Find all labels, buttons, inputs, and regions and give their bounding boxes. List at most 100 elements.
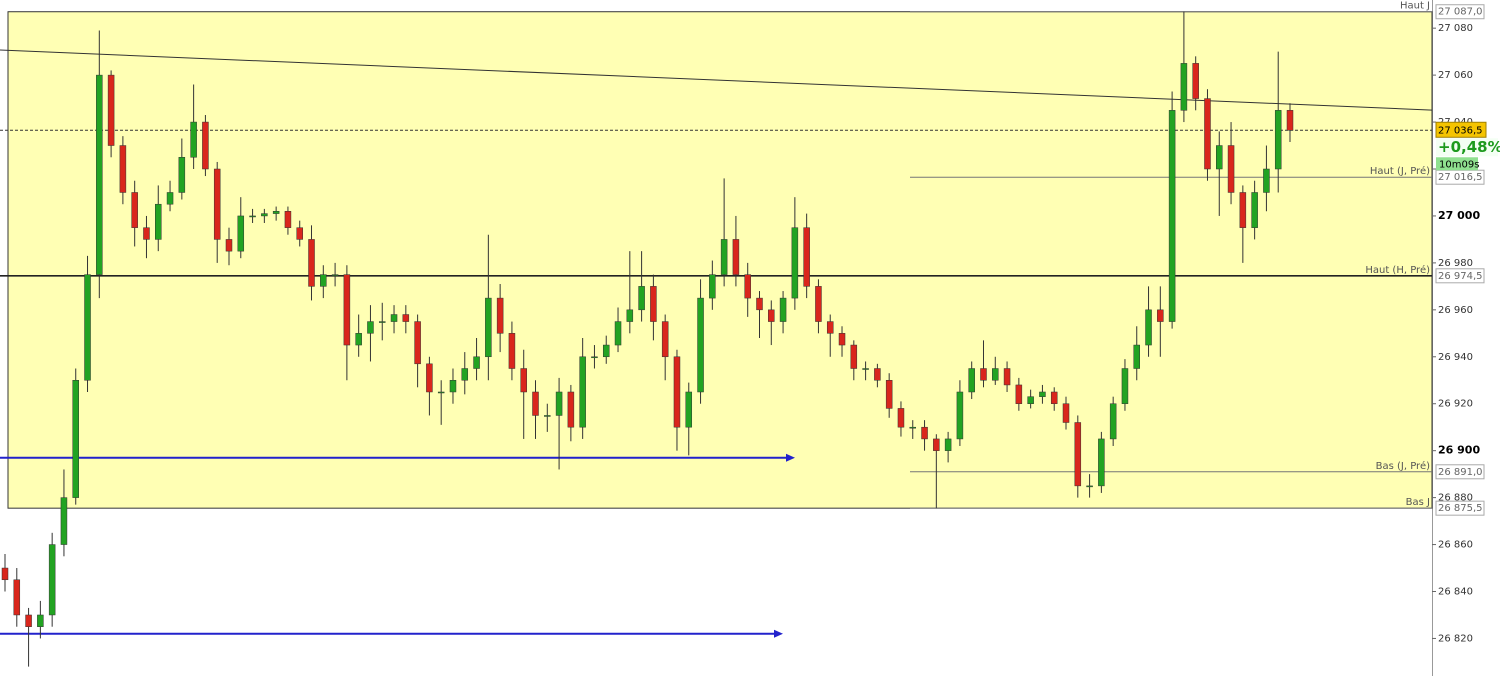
- candle-body: [437, 391, 445, 394]
- candle-body: [84, 274, 91, 381]
- candle-body: [1050, 391, 1058, 404]
- candle-body: [626, 309, 634, 322]
- level-tag: [1435, 268, 1485, 284]
- candle-body: [1039, 391, 1046, 397]
- candle-body: [697, 297, 704, 393]
- day-range: [7, 11, 1433, 509]
- candle-body: [461, 368, 469, 381]
- candle-body: [520, 368, 527, 393]
- candle-body: [992, 368, 999, 381]
- candle-body: [921, 426, 928, 440]
- candle-body: [968, 368, 975, 393]
- candle-body: [756, 297, 763, 311]
- candle-body: [661, 321, 669, 358]
- candle-body: [885, 380, 893, 409]
- candle-body: [178, 157, 186, 193]
- candle-body: [555, 391, 563, 416]
- y-tick-label: 26 940: [1438, 352, 1473, 363]
- candle-body: [1239, 192, 1247, 228]
- candle-body: [1, 567, 9, 581]
- candle-body: [591, 356, 598, 359]
- candle-body: [213, 168, 221, 240]
- candle-body: [284, 211, 292, 228]
- candle-body: [60, 497, 68, 545]
- level-name: Bas (J, Pré): [1376, 460, 1430, 472]
- candle-body: [744, 274, 751, 299]
- candle-body: [1204, 98, 1211, 170]
- candle-body: [1286, 110, 1294, 131]
- candle-body: [72, 380, 79, 498]
- candle-body: [320, 274, 327, 287]
- candle-body: [1062, 403, 1070, 423]
- candle-body: [296, 227, 303, 240]
- candle-body: [650, 286, 657, 322]
- candle-body: [1074, 422, 1082, 487]
- candle-body: [1027, 396, 1034, 404]
- candle-body: [1133, 344, 1140, 369]
- candle-body: [426, 363, 433, 393]
- candle-body: [331, 274, 339, 276]
- y-tick-label: 27 000: [1438, 209, 1480, 222]
- level-tag: [1435, 4, 1485, 20]
- level-tag: [1435, 500, 1485, 516]
- candle-body: [237, 215, 245, 252]
- candle-body: [190, 121, 197, 158]
- level-name: Haut (J, Pré): [1370, 165, 1430, 177]
- candle-body: [473, 356, 480, 369]
- candle-body: [944, 438, 952, 451]
- candle-body: [567, 391, 575, 428]
- candle-body: [155, 203, 162, 240]
- candle-body: [378, 321, 386, 323]
- candle-body: [1086, 485, 1093, 488]
- candle-body: [779, 297, 787, 322]
- candle-body: [1168, 110, 1176, 322]
- candle-body: [673, 356, 681, 428]
- candle-body: [638, 286, 645, 311]
- candle-body: [367, 321, 374, 334]
- timer-label: 10m09s: [1439, 159, 1479, 170]
- candle-body: [1145, 309, 1152, 346]
- y-tick-label: 26 960: [1438, 305, 1473, 316]
- last-price-label: 27 036,5: [1438, 125, 1483, 136]
- candle-body: [544, 415, 551, 417]
- y-tick-label: 26 880: [1438, 493, 1473, 504]
- candle-body: [720, 239, 728, 275]
- candle-body: [1121, 368, 1129, 404]
- level-tag-label: 27 016,5: [1438, 172, 1483, 183]
- candle-body: [496, 297, 504, 334]
- candle-body: [1109, 403, 1117, 440]
- candle-body: [1251, 192, 1258, 228]
- candle-body: [508, 333, 516, 369]
- arrow-head: [774, 629, 783, 638]
- candle-body: [37, 614, 44, 627]
- level-name: Bas J: [1406, 497, 1430, 508]
- y-tick-label: 26 840: [1438, 587, 1473, 598]
- candle-body: [579, 356, 586, 428]
- candle-body: [131, 192, 138, 228]
- candle-body: [1180, 63, 1188, 111]
- candle-body: [1015, 384, 1023, 404]
- candle-body: [1192, 63, 1199, 99]
- candle-body: [25, 614, 32, 627]
- y-tick-label: 26 860: [1438, 540, 1473, 551]
- candle-body: [272, 211, 280, 214]
- timer-box: [1436, 157, 1478, 171]
- candle-body: [956, 391, 964, 440]
- candle-body: [685, 391, 693, 428]
- candle-body: [402, 314, 410, 322]
- y-tick-label: 27 080: [1438, 23, 1473, 34]
- candle-body: [1098, 438, 1105, 487]
- candle-body: [614, 321, 622, 346]
- candle-body: [107, 74, 115, 146]
- level-tag-label: 26 875,5: [1438, 503, 1483, 514]
- candle-body: [909, 426, 917, 429]
- candle-body: [485, 297, 492, 358]
- candle-body: [838, 333, 846, 346]
- candle-body: [933, 438, 940, 451]
- candle-body: [48, 544, 56, 616]
- candle-body: [414, 321, 421, 365]
- candle-body: [449, 380, 457, 393]
- level-tag-label: 26 891,0: [1438, 467, 1483, 478]
- candle-body: [732, 239, 740, 275]
